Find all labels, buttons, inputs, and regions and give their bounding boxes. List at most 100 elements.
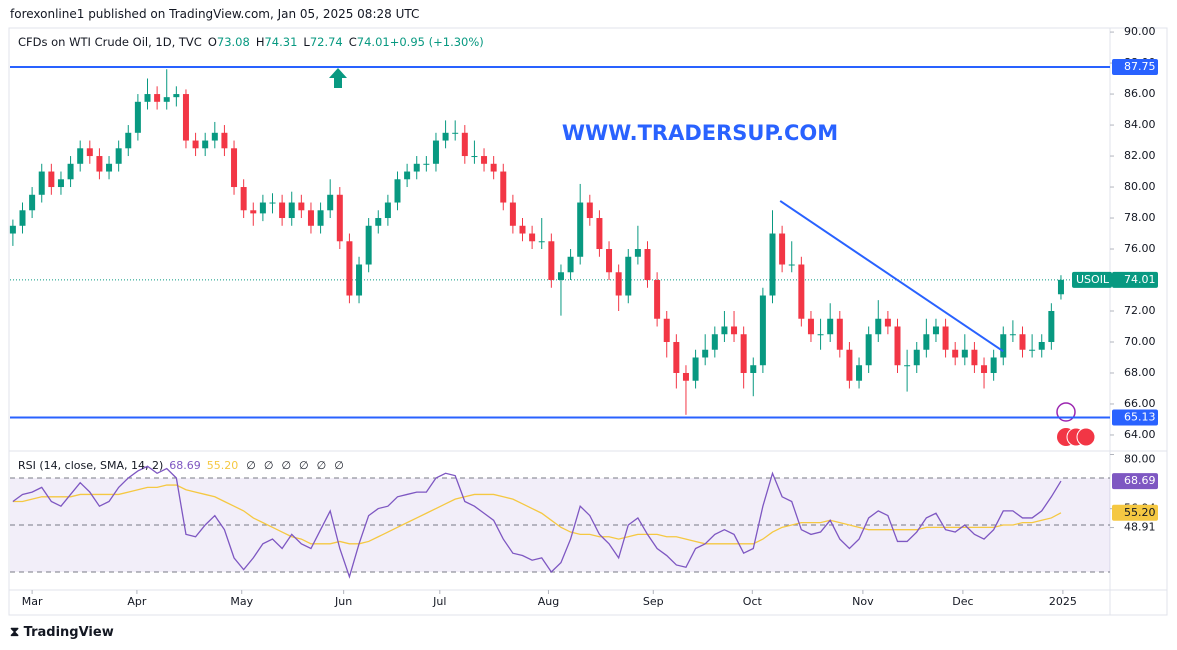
candle-body [827,318,834,335]
candle-body [202,140,209,149]
rsi-legend: RSI (14, close, SMA, 14, 2) 68.69 55.20 ∅ ∅ ∅… [18,459,344,472]
rsi-title: RSI (14, close, SMA, 14, 2) [18,459,163,472]
y-tick-label: 72.00 [1124,304,1156,317]
candle-body [702,349,709,358]
rsi-last-box [1112,473,1158,490]
candle-body [9,225,16,234]
level-label-box [1112,409,1158,426]
rsi-tick-label: 80.00 [1124,452,1156,465]
candle-body [634,249,641,257]
rsi-placeholder: ∅ [281,459,291,472]
candle-body [86,148,93,157]
x-tick-label: May [230,595,253,608]
candle-body [711,334,718,350]
candle-body [904,365,911,367]
y-tick-label: 66.00 [1124,397,1156,410]
candle-body [961,349,968,358]
candle-body [481,156,488,164]
candle-body [125,132,132,149]
frame [8,27,1168,616]
candle-body [307,210,314,226]
logo: ⧗ [10,625,24,640]
candle-body [509,202,516,226]
candle-body [856,365,863,381]
candle-body [29,194,36,211]
y-tick-label: 84.00 [1124,118,1156,131]
candle-body [19,210,26,226]
candle-body [1057,279,1064,295]
candle-body [240,187,247,211]
candle-body [154,94,161,102]
candle-body [577,202,584,257]
candle-body [144,94,151,102]
candle-body [769,233,776,296]
symbol-label: USOIL [1076,273,1110,286]
candle-body [663,318,670,342]
rsi-last-box [1112,504,1158,521]
candle-body [192,140,199,149]
candle-body [740,334,747,373]
candle-body [269,202,276,204]
candle-body [500,171,507,203]
candle-body [606,249,613,273]
candle-body [356,264,363,296]
symbol-box [1072,271,1112,288]
brand-name: TradingView [23,625,114,640]
candle-body [221,132,228,149]
candle-body [759,295,766,366]
rsi-tick-label: 48.91 [1124,521,1156,534]
legend-key: H [256,35,265,49]
candle-body [596,218,603,250]
candle-body [346,241,353,296]
candle-body [529,233,536,242]
candle-body [384,202,391,219]
candle-body [173,94,180,98]
y-tick-label: 90.00 [1124,25,1156,38]
rsi-line [12,465,1062,579]
y-tick-label: 82.00 [1124,149,1156,162]
candle-body [404,171,411,180]
candle-body [423,163,430,165]
brand: ⧗ TradingView [10,625,114,640]
legend-value: 74.01 [357,35,390,49]
legend-value: +0.95 (+1.30%) [390,35,484,49]
candle-body [57,179,64,188]
candle-body [981,365,988,373]
candle-body [461,132,468,157]
legend-key: C [349,35,357,49]
rsi-placeholder: ∅ [317,459,327,472]
flag-icon [1076,427,1096,447]
x-tick-label: Nov [852,595,874,608]
x-tick-label: Apr [127,595,147,608]
candle-body [182,94,189,141]
candle-body [1019,334,1026,350]
trendline [779,200,1004,353]
candle-body [750,365,757,373]
candle-body [673,341,680,373]
rsi-sma-line [12,484,1062,545]
legend-title: CFDs on WTI Crude Oil, 1D, TVC [18,35,202,49]
candle-body [1029,349,1036,351]
y-tick-label: 86.00 [1124,87,1156,100]
x-tick-label: Jun [334,595,352,608]
candle-body [432,140,439,164]
candle-body [913,349,920,366]
candle-body [836,318,843,350]
legend: CFDs on WTI Crude Oil, 1D, TVC O73.08 H74.… [18,35,484,49]
candle-body [259,202,266,214]
y-tick-label: 80.00 [1124,180,1156,193]
candle-body [77,148,84,164]
candle-body [288,202,295,219]
candle-body [48,171,55,188]
x-tick-label: Mar [22,595,43,608]
candle-body [298,202,305,211]
candle-body [365,225,372,265]
candle-body [586,202,593,219]
candle-body [134,101,141,133]
candle-body [865,334,872,366]
rsi-last-label: 68.69 [1124,474,1156,487]
y-tick-label: 70.00 [1124,335,1156,348]
x-tick-label: Aug [538,595,559,608]
